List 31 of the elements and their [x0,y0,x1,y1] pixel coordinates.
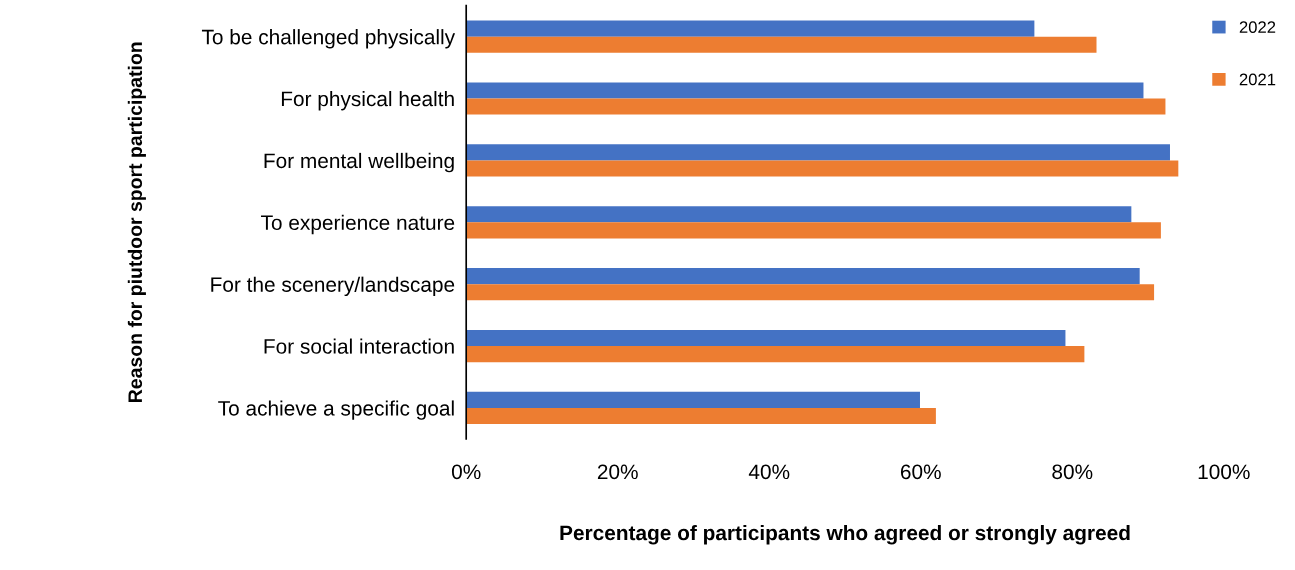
bar [466,222,1161,239]
y-tick-label: For social interaction [264,338,454,354]
y-tick-label: To be challenged physically [201,29,456,49]
bar [466,36,1097,53]
bar [466,160,1179,177]
y-tick-label: For physical health [281,90,454,111]
x-tick-label: 100% [1198,464,1250,480]
x-tick-label: 60% [900,464,941,480]
bar [466,144,1170,161]
x-tick-label: 80% [1052,464,1093,480]
y-tick-label: To experience nature [261,214,455,235]
bar [466,329,1066,347]
legend-label: 2022 [1239,21,1276,34]
x-tick-label: 0% [451,464,481,480]
y-tick-label: For the scenery/landscape [211,276,455,297]
bar [466,407,936,425]
bar [466,268,1140,285]
y-tick-label: To achieve a specific goal [218,400,454,420]
x-axis-title: Percentage of participants who agreed or strongly agreed [560,524,1130,545]
bar [466,20,1035,37]
y-axis-title: Reason for piutdoor sport participation [127,42,146,402]
x-tick-label: 20% [597,464,638,480]
legend-label: 2021 [1239,73,1276,86]
bar [466,98,1166,115]
x-tick-label: 40% [748,464,790,480]
bar [466,284,1155,301]
y-tick-label: For mental wellbeing [264,152,454,173]
bar [466,391,920,408]
bar [466,82,1144,99]
bar [466,346,1085,363]
bar [466,206,1132,223]
